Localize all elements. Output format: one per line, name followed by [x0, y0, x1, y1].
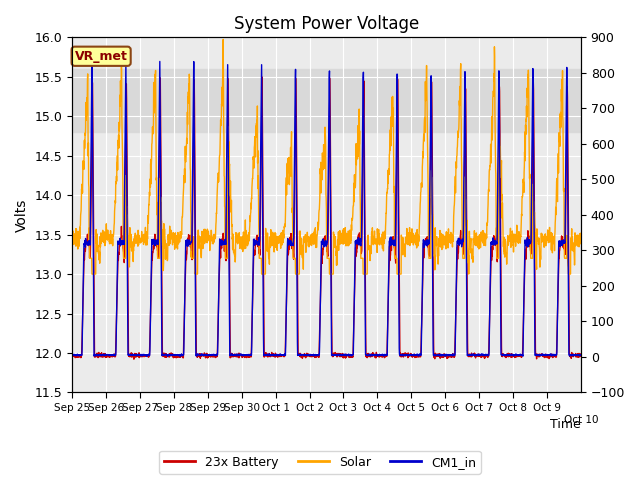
Bar: [72, 69, 581, 132]
X-axis label: Time: Time: [550, 419, 581, 432]
Text: Oct 10: Oct 10: [564, 415, 598, 424]
Title: System Power Voltage: System Power Voltage: [234, 15, 419, 33]
Y-axis label: Volts: Volts: [15, 198, 29, 231]
Text: VR_met: VR_met: [75, 50, 127, 63]
Legend: 23x Battery, Solar, CM1_in: 23x Battery, Solar, CM1_in: [159, 451, 481, 474]
